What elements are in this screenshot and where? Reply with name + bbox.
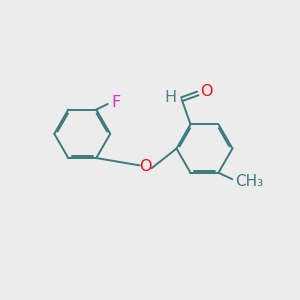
Text: H: H	[164, 90, 176, 105]
Text: CH₃: CH₃	[235, 174, 263, 189]
Text: F: F	[112, 95, 121, 110]
Text: O: O	[139, 159, 152, 174]
Text: O: O	[200, 84, 212, 99]
